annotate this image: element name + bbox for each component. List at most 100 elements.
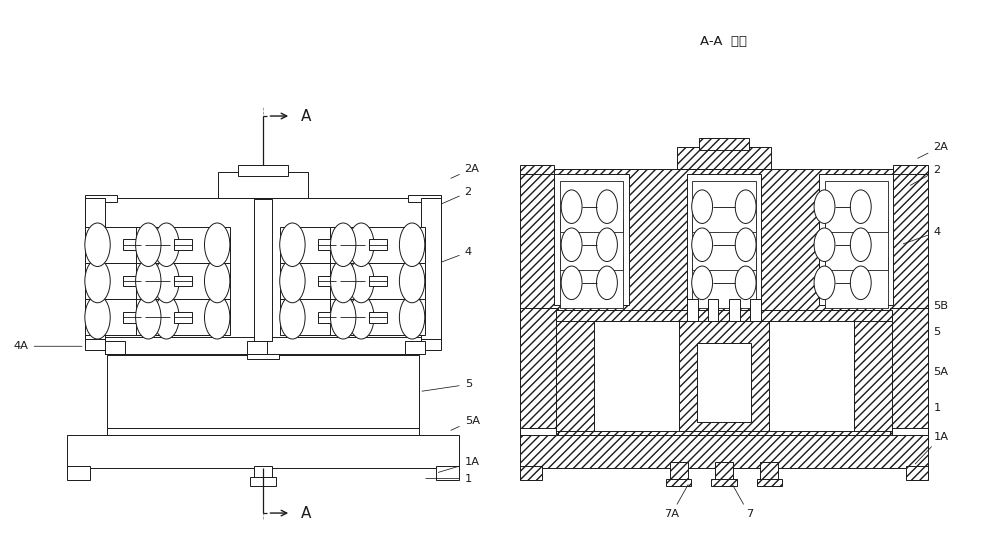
Bar — [247, 350, 279, 359]
Bar — [136, 299, 230, 335]
Bar — [369, 276, 387, 286]
Text: 4A: 4A — [14, 341, 82, 351]
Bar — [85, 227, 179, 263]
Bar — [318, 312, 336, 322]
Ellipse shape — [330, 295, 356, 339]
Bar — [436, 466, 459, 480]
Text: 5B: 5B — [893, 301, 948, 315]
Bar — [136, 227, 230, 263]
Bar — [174, 276, 192, 286]
Bar — [408, 195, 441, 202]
Bar — [825, 220, 888, 270]
Ellipse shape — [349, 259, 374, 303]
Bar — [105, 341, 125, 353]
Bar — [556, 313, 892, 432]
Ellipse shape — [735, 266, 756, 300]
Bar — [677, 147, 771, 168]
Text: 5: 5 — [903, 327, 941, 342]
Bar — [556, 313, 594, 432]
Ellipse shape — [204, 295, 230, 339]
Bar — [280, 299, 374, 335]
Ellipse shape — [597, 190, 617, 223]
Ellipse shape — [280, 259, 305, 303]
Ellipse shape — [136, 223, 161, 266]
Bar — [105, 337, 421, 353]
Ellipse shape — [399, 295, 425, 339]
Bar — [254, 466, 272, 480]
Bar — [107, 428, 419, 435]
Text: A-A  视图: A-A 视图 — [700, 35, 747, 48]
Text: 2: 2 — [442, 187, 472, 204]
Bar — [67, 466, 90, 480]
Bar — [85, 195, 117, 202]
Bar — [85, 198, 105, 344]
Bar — [666, 479, 691, 486]
Bar — [670, 462, 688, 482]
Text: 2: 2 — [910, 165, 940, 185]
Ellipse shape — [735, 190, 756, 223]
Bar — [369, 239, 387, 250]
Bar — [67, 435, 459, 468]
Bar — [825, 257, 888, 308]
Bar — [330, 263, 425, 299]
Bar — [729, 299, 740, 321]
Text: 1A: 1A — [915, 432, 948, 464]
Bar — [85, 263, 179, 299]
Text: 2A: 2A — [451, 164, 480, 179]
Text: 5: 5 — [422, 379, 472, 391]
Bar — [280, 227, 374, 263]
Bar — [280, 263, 374, 299]
Bar — [136, 263, 230, 299]
Text: 4: 4 — [903, 227, 940, 244]
Bar — [892, 428, 928, 435]
Bar — [252, 348, 274, 353]
Ellipse shape — [330, 259, 356, 303]
Ellipse shape — [561, 266, 582, 300]
Bar — [520, 466, 542, 480]
Bar — [560, 257, 623, 308]
Bar — [554, 174, 629, 304]
Bar — [893, 165, 928, 174]
Bar — [405, 341, 425, 353]
Ellipse shape — [280, 295, 305, 339]
Bar — [825, 181, 888, 232]
Ellipse shape — [154, 259, 179, 303]
Ellipse shape — [692, 266, 713, 300]
Ellipse shape — [85, 259, 110, 303]
Bar — [318, 276, 336, 286]
Ellipse shape — [597, 228, 617, 262]
Bar — [708, 299, 718, 321]
Bar — [123, 239, 141, 250]
Ellipse shape — [349, 295, 374, 339]
Bar — [330, 299, 425, 335]
Bar — [560, 181, 623, 232]
Ellipse shape — [561, 190, 582, 223]
Ellipse shape — [85, 295, 110, 339]
Ellipse shape — [814, 190, 835, 223]
Bar — [238, 165, 288, 176]
Text: 6: 6 — [713, 382, 721, 394]
Bar — [711, 479, 737, 486]
Ellipse shape — [692, 190, 713, 223]
Ellipse shape — [814, 228, 835, 262]
Ellipse shape — [136, 295, 161, 339]
Bar — [556, 310, 892, 321]
Bar — [760, 462, 778, 482]
Bar — [687, 299, 698, 321]
Bar — [906, 466, 928, 480]
Bar — [247, 341, 267, 353]
Text: 7A: 7A — [664, 484, 688, 520]
Bar — [520, 165, 554, 174]
Bar — [692, 181, 756, 232]
Ellipse shape — [561, 228, 582, 262]
Text: 5A: 5A — [451, 416, 480, 430]
Ellipse shape — [154, 295, 179, 339]
Bar — [369, 312, 387, 322]
Bar — [250, 477, 276, 486]
Ellipse shape — [399, 259, 425, 303]
Bar — [692, 220, 756, 270]
Bar — [85, 299, 179, 335]
Bar — [123, 312, 141, 322]
Text: A: A — [301, 506, 311, 521]
Ellipse shape — [204, 223, 230, 266]
